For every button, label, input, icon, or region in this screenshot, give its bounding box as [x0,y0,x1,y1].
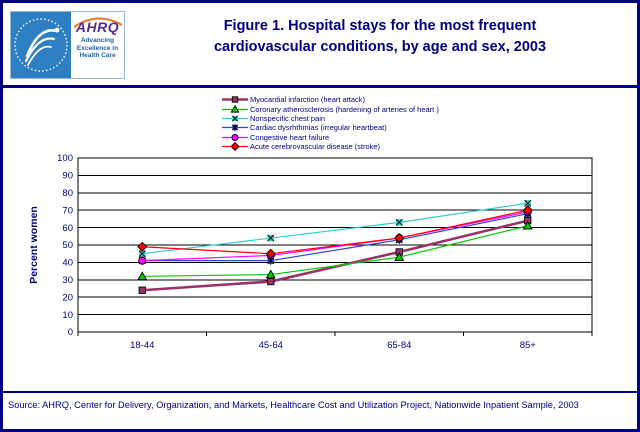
legend-marker-icon [222,115,248,122]
legend-marker-icon [222,104,248,113]
legend-item: Myocardial infarction (heart attack) [222,95,439,104]
svg-text:80: 80 [62,188,73,199]
legend-item: Acute cerebrovascular disease (stroke) [222,142,439,152]
legend-marker-icon [222,142,248,152]
figure-title-line2: cardiovascular conditions, by age and se… [213,39,547,55]
legend-item: Nonspecific chest pain [222,114,439,123]
ahrq-wordmark: AHRQ [75,19,120,35]
hhs-eagle-icon [14,18,68,72]
x-tick-label: 85+ [520,340,537,351]
legend-label: Coronary atherosclerosis (hardening of a… [250,104,439,114]
x-tick-label: 65-84 [387,340,411,351]
legend-marker-icon [222,124,248,132]
hhs-seal-icon [11,12,71,78]
legend-marker-icon [222,133,248,141]
line-chart: 0 10 20 30 40 50 60 70 80 90 100 18-44 45-64 65-84 85+ [57,153,593,351]
svg-text:60: 60 [62,223,73,234]
svg-text:10: 10 [62,310,73,321]
header-divider [3,85,637,88]
x-tick-label: 45-64 [259,340,283,351]
svg-text:30: 30 [62,275,73,286]
svg-text:50: 50 [62,240,73,251]
svg-text:20: 20 [62,292,73,303]
legend-item: Cardiac dysrhthmias (irregular heartbeat… [222,123,439,132]
legend-label: Nonspecific chest pain [250,113,326,123]
ahrq-tagline: Advancing Excellence in Health Care [76,37,119,59]
legend-marker-icon [222,96,248,103]
legend-label: Congestive heart failure [250,132,330,142]
svg-text:40: 40 [62,258,73,269]
legend-label: Myocardial infarction (heart attack) [250,95,366,105]
figure-title: Figure 1. Hospital stays for the most fr… [131,16,629,58]
chart-legend: Myocardial infarction (heart attack) Coro… [222,95,439,152]
legend-label: Acute cerebrovascular disease (stroke) [250,142,381,152]
ahrq-logo-text-block: AHRQ Advancing Excellence in Health Care [71,12,124,78]
ahrq-logo: AHRQ Advancing Excellence in Health Care [10,11,125,79]
svg-text:100: 100 [57,153,73,164]
footer-divider [3,391,637,393]
figure-title-line1: Figure 1. Hospital stays for the most fr… [223,18,537,34]
legend-item: Coronary atherosclerosis (hardening of a… [222,104,439,114]
legend-label: Cardiac dysrhthmias (irregular heartbeat… [250,123,387,133]
svg-text:0: 0 [68,327,73,338]
x-tick-label: 18-44 [130,340,154,351]
legend-item: Congestive heart failure [222,133,439,142]
svg-text:70: 70 [62,205,73,216]
svg-text:90: 90 [62,171,73,182]
ahrq-arc-icon [73,17,123,28]
source-note: Source: AHRQ, Center for Delivery, Organ… [8,400,579,410]
